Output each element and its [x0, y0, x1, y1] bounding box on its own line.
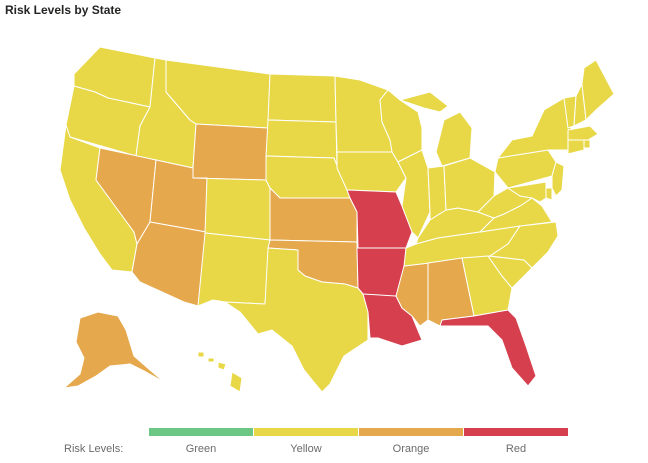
- state-ak[interactable]: [63, 311, 165, 389]
- legend-label-red: Red: [505, 443, 527, 455]
- state-nd[interactable]: [267, 73, 337, 123]
- state-tx[interactable]: [224, 247, 369, 393]
- chart-title: Risk Levels by State: [5, 3, 122, 17]
- state-ri[interactable]: [583, 139, 591, 149]
- legend: Risk Levels: Green Yellow Orange Red: [0, 424, 648, 463]
- state-ny[interactable]: [497, 97, 573, 159]
- state-nc[interactable]: [489, 221, 559, 269]
- states-layer: [59, 46, 615, 393]
- state-az[interactable]: [131, 221, 207, 307]
- state-md[interactable]: [507, 181, 547, 203]
- legend-swatch-green: [149, 428, 253, 436]
- legend-label-green: Green: [185, 443, 217, 455]
- state-de[interactable]: [545, 187, 553, 201]
- state-nm[interactable]: [197, 232, 271, 307]
- us-state-map: [59, 46, 615, 393]
- state-ct[interactable]: [567, 139, 585, 155]
- legend-title: Risk Levels:: [64, 443, 124, 455]
- state-fl[interactable]: [439, 309, 537, 387]
- legend-label-yellow: Yellow: [290, 443, 322, 455]
- state-me[interactable]: [581, 59, 615, 121]
- state-wy[interactable]: [192, 123, 269, 181]
- legend-swatch-red: [464, 428, 568, 436]
- state-hi[interactable]: [197, 351, 243, 393]
- legend-swatch-yellow: [254, 428, 358, 436]
- legend-item-orange[interactable]: Orange: [359, 428, 463, 455]
- legend-swatch-orange: [359, 428, 463, 436]
- state-ma[interactable]: [567, 125, 599, 141]
- legend-label-orange: Orange: [392, 443, 430, 455]
- legend-item-yellow[interactable]: Yellow: [254, 428, 358, 455]
- legend-item-red[interactable]: Red: [464, 428, 568, 455]
- legend-item-green[interactable]: Green: [149, 428, 253, 455]
